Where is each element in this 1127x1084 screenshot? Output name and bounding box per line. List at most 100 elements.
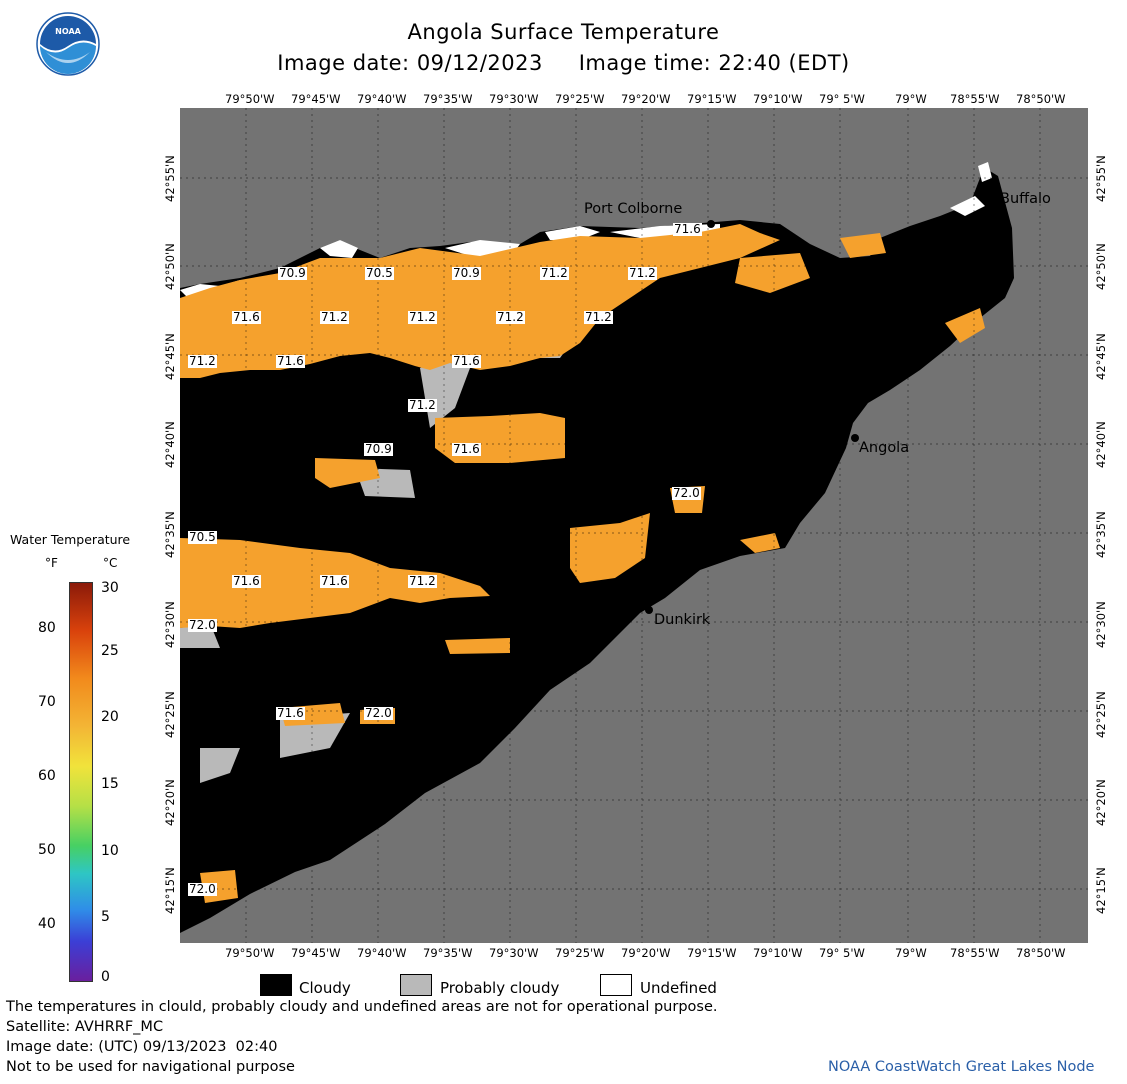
satellite-text: Satellite: AVHRRF_MC: [6, 1019, 164, 1035]
lat-tick: 42°15'N: [163, 867, 177, 914]
temp-label: 70.5: [188, 530, 217, 544]
temp-label: 71.2: [628, 266, 657, 280]
legend-swatch-cloudy: [260, 974, 292, 996]
scale-c-tick: 5: [101, 909, 110, 925]
port-colborne-marker: [707, 220, 715, 228]
temp-label: 71.6: [232, 310, 261, 324]
lon-tick: 79°45'W: [291, 92, 341, 106]
scale-c-tick: 30: [101, 580, 119, 596]
lat-tick: 42°35'N: [163, 511, 177, 558]
lat-tick: 42°40'N: [163, 421, 177, 468]
lon-ticks-top: 79°50'W 79°45'W 79°40'W 79°35'W 79°30'W …: [0, 92, 1127, 106]
lon-tick: 78°55'W: [950, 92, 1000, 106]
lat-tick: 42°25'N: [163, 691, 177, 738]
city-label-port-colborne: Port Colborne: [584, 201, 683, 217]
water-north: [180, 224, 780, 378]
lat-tick: 42°55'N: [163, 155, 177, 202]
city-label-buffalo: Buffalo: [1000, 191, 1051, 207]
temp-label: 71.6: [452, 442, 481, 456]
lon-tick: 79°40'W: [357, 92, 407, 106]
temp-label: 71.2: [496, 310, 525, 324]
temp-label: 71.6: [320, 574, 349, 588]
scale-unit-c: °C: [103, 556, 118, 570]
lat-tick: 42°35'N: [1094, 511, 1108, 558]
lat-tick: 42°25'N: [1094, 691, 1108, 738]
lon-tick: 78°50'W: [1016, 92, 1066, 106]
lon-tick: 79°35'W: [423, 92, 473, 106]
legend-label-cloudy: Cloudy: [299, 979, 351, 997]
temp-label: 70.9: [364, 442, 393, 456]
scale-f-tick: 60: [38, 768, 56, 784]
lat-tick: 42°30'N: [1094, 601, 1108, 648]
temp-label: 71.6: [276, 354, 305, 368]
scale-f-tick: 70: [38, 694, 56, 710]
lat-tick: 42°45'N: [163, 333, 177, 380]
lon-tick: 79°20'W: [621, 946, 671, 960]
graticule: [180, 108, 1088, 943]
scale-c-tick: 20: [101, 709, 119, 725]
lon-tick: 79°15'W: [687, 946, 737, 960]
lon-tick: 79°40'W: [357, 946, 407, 960]
scale-c-tick: 10: [101, 843, 119, 859]
scale-c-tick: 25: [101, 643, 119, 659]
lon-tick: 79° 5'W: [819, 946, 865, 960]
temp-label: 71.2: [408, 574, 437, 588]
scale-f-tick: 40: [38, 916, 56, 932]
temp-label: 71.2: [320, 310, 349, 324]
scale-unit-f: °F: [45, 556, 58, 570]
image-date-time: Image date: 09/12/2023 Image time: 22:40…: [277, 51, 850, 75]
temp-label: 71.2: [540, 266, 569, 280]
lon-tick: 78°55'W: [950, 946, 1000, 960]
scale-c-tick: 0: [101, 969, 110, 985]
temp-label: 72.0: [188, 882, 217, 896]
lat-tick: 42°50'N: [1094, 243, 1108, 290]
lon-tick: 79°15'W: [687, 92, 737, 106]
lat-tick: 42°45'N: [1094, 333, 1108, 380]
lon-tick: 79°25'W: [555, 946, 605, 960]
lat-tick: 42°20'N: [1094, 779, 1108, 826]
lon-tick: 79°45'W: [291, 946, 341, 960]
scale-title: Water Temperature: [10, 532, 131, 547]
legend-label-undefined: Undefined: [640, 979, 717, 997]
lon-ticks-bottom: 79°50'W 79°45'W 79°40'W 79°35'W 79°30'W …: [0, 946, 1127, 960]
lon-tick: 79°35'W: [423, 946, 473, 960]
lon-tick: 79°30'W: [489, 92, 539, 106]
temp-label: 72.0: [672, 486, 701, 500]
lon-tick: 79°25'W: [555, 92, 605, 106]
color-scale-bar: [69, 582, 93, 982]
lon-tick: 79°10'W: [753, 92, 803, 106]
temp-label: 71.2: [584, 310, 613, 324]
temp-label: 70.9: [278, 266, 307, 280]
buffalo-marker: [994, 209, 1002, 217]
temp-label: 71.6: [276, 706, 305, 720]
dunkirk-marker: [645, 606, 653, 614]
lon-tick: 79°30'W: [489, 946, 539, 960]
lon-tick: 78°50'W: [1016, 946, 1066, 960]
lat-tick: 42°30'N: [163, 601, 177, 648]
city-label-angola: Angola: [859, 440, 910, 456]
disclaimer-text: The temperatures in clould, probably clo…: [6, 999, 718, 1015]
temp-label: 71.6: [673, 222, 702, 236]
legend-swatch-probably-cloudy: [400, 974, 432, 996]
noaa-logo: NOAA: [36, 12, 100, 76]
lon-tick: 79°50'W: [225, 92, 275, 106]
scale-f-tick: 80: [38, 620, 56, 636]
lat-tick: 42°40'N: [1094, 421, 1108, 468]
lat-tick: 42°55'N: [1094, 155, 1108, 202]
svg-text:NOAA: NOAA: [55, 27, 81, 36]
city-label-dunkirk: Dunkirk: [654, 612, 711, 628]
lon-tick: 79°20'W: [621, 92, 671, 106]
temp-label: 70.9: [452, 266, 481, 280]
lon-tick: 79°50'W: [225, 946, 275, 960]
utc-date-text: Image date: (UTC) 09/13/2023 02:40: [6, 1039, 278, 1055]
lat-tick: 42°15'N: [1094, 867, 1108, 914]
lon-tick: 79°W: [895, 92, 927, 106]
lat-tick: 42°20'N: [163, 779, 177, 826]
lat-tick: 42°50'N: [163, 243, 177, 290]
sst-map: [180, 108, 1088, 943]
lon-tick: 79°10'W: [753, 946, 803, 960]
water-east-blob: [570, 513, 650, 583]
temp-label: 70.5: [365, 266, 394, 280]
temp-label: 71.2: [408, 310, 437, 324]
navigation-warning: Not to be used for navigational purpose: [6, 1059, 295, 1075]
